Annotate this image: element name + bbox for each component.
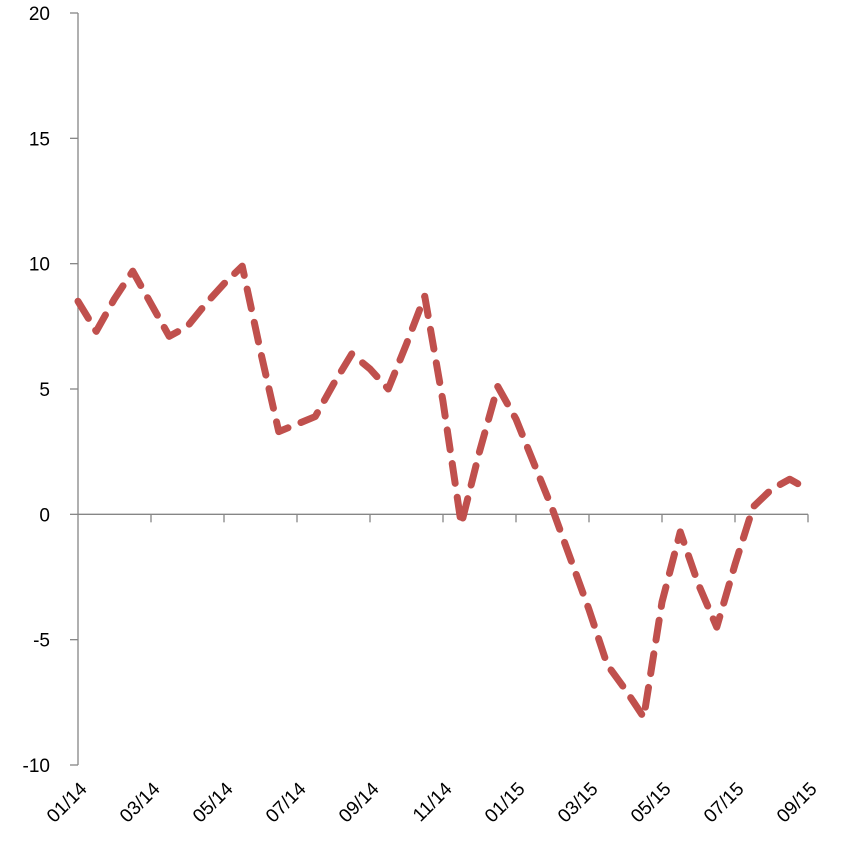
x-tick-label: 09/14 xyxy=(335,778,384,827)
y-tick-label: -5 xyxy=(33,631,50,652)
x-tick-label: 05/15 xyxy=(627,779,675,827)
x-tick-label: 07/15 xyxy=(700,779,748,827)
x-tick-label: 09/15 xyxy=(773,779,821,827)
y-tick-label: 20 xyxy=(29,4,50,25)
x-tick-label: 11/14 xyxy=(409,778,457,826)
x-tick-label: 01/15 xyxy=(481,779,529,827)
x-tick-label: 05/14 xyxy=(189,778,238,827)
x-tick-label: 07/14 xyxy=(262,778,311,827)
y-tick-label: 0 xyxy=(39,505,50,526)
y-tick-label: 10 xyxy=(29,255,50,276)
x-tick-label: 03/15 xyxy=(554,779,602,827)
y-tick-label: 15 xyxy=(29,129,50,150)
x-tick-label: 03/14 xyxy=(116,778,165,827)
y-tick-label: 5 xyxy=(39,380,50,401)
line-series xyxy=(74,262,812,721)
y-tick-label: -10 xyxy=(23,756,50,777)
x-tick-label: 01/14 xyxy=(43,778,92,827)
